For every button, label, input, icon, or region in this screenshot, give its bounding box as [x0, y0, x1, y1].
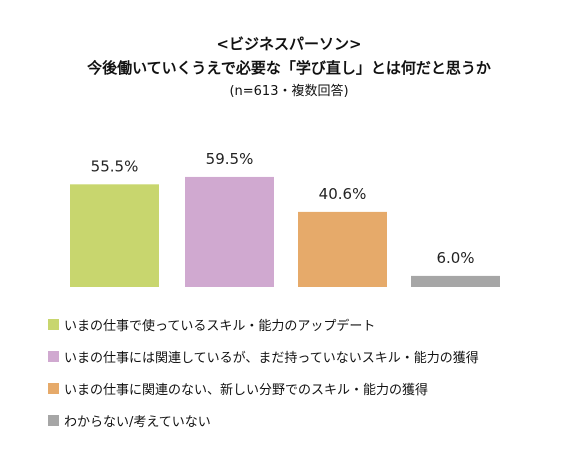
- legend-label-4: わからない/考えていない: [64, 414, 211, 430]
- legend-label-1: いまの仕事で使っているスキル・能力のアップデート: [64, 318, 376, 334]
- legend-swatch-4: [48, 414, 59, 426]
- bar-chart: 55.5% 59.5% 40.6% 6.0%: [70, 150, 500, 287]
- chart-subtitle: 今後働いていくうえで必要な「学び直し」とは何だと思うか: [87, 59, 491, 77]
- legend: いまの仕事で使っているスキル・能力のアップデートいまの仕事には関連しているが、ま…: [48, 308, 479, 436]
- bar-1: [70, 184, 159, 287]
- legend-label-3: いまの仕事に関連のない、新しい分野でのスキル・能力の獲得: [64, 382, 429, 398]
- data-label-2: 59.5%: [206, 150, 254, 168]
- bar-4: [411, 275, 500, 287]
- legend-swatch-1: [48, 318, 59, 330]
- legend-item-1: いまの仕事で使っているスキル・能力のアップデート: [48, 308, 479, 340]
- legend-label-2: いまの仕事には関連しているが、まだ持っていないスキル・能力の獲得: [64, 350, 479, 366]
- legend-item-3: いまの仕事に関連のない、新しい分野でのスキル・能力の獲得: [48, 372, 479, 404]
- bar-3: [298, 211, 387, 287]
- data-label-1: 55.5%: [91, 157, 139, 175]
- data-label-4: 6.0%: [436, 249, 474, 267]
- legend-swatch-3: [48, 382, 59, 394]
- data-label-3: 40.6%: [319, 185, 367, 203]
- chart-note: (n=613・複数回答): [229, 84, 349, 99]
- chart-title: <ビジネスパーソン>: [216, 35, 362, 53]
- legend-item-4: わからない/考えていない: [48, 404, 479, 436]
- bar-2: [185, 176, 274, 287]
- legend-item-2: いまの仕事には関連しているが、まだ持っていないスキル・能力の獲得: [48, 340, 479, 372]
- legend-swatch-2: [48, 350, 59, 362]
- chart-title-block: <ビジネスパーソン> 今後働いていくうえで必要な「学び直し」とは何だと思うか (…: [0, 32, 578, 104]
